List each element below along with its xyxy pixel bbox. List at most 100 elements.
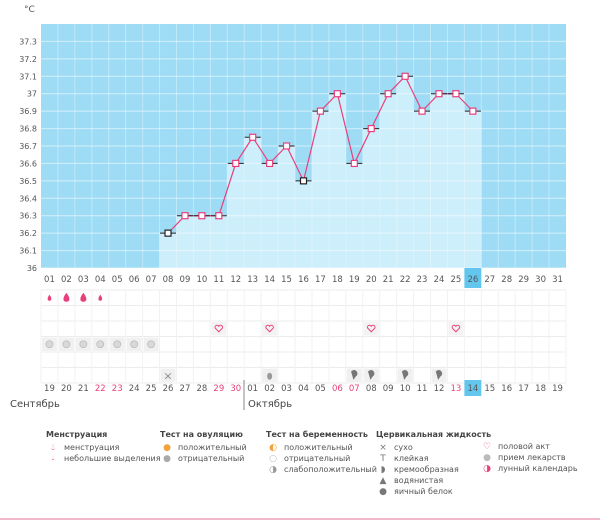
month-label-september: Сентябрь <box>10 399 60 410</box>
temperature-bar <box>464 111 482 269</box>
heart-icon <box>366 324 376 333</box>
temperature-point <box>198 212 206 220</box>
temperature-point <box>350 159 358 168</box>
x-tick-label: 06 <box>129 275 140 285</box>
temperature-point <box>181 212 189 220</box>
x-bottom-tick-label: 06 <box>332 384 343 394</box>
legend-label: сухо <box>394 443 413 452</box>
cell-bg <box>211 322 227 336</box>
cell-bg <box>160 368 176 382</box>
temperature-bar <box>311 111 329 269</box>
ovulation-negative-icon <box>130 340 139 349</box>
x-tick-label: 16 <box>298 275 309 285</box>
x-bottom-tick-label: 09 <box>383 384 394 394</box>
creamy-icon: ◗ <box>380 464 386 475</box>
y-tick-label: 36.3 <box>19 212 37 221</box>
x-tick-label: 07 <box>146 275 157 285</box>
x-tick-label: 10 <box>196 275 207 285</box>
y-tick-label: 36.9 <box>19 107 37 116</box>
x-tick-label: 24 <box>434 275 445 285</box>
heart-icon: ♡ <box>482 441 492 452</box>
x-bottom-tick-label: 30 <box>230 384 241 394</box>
x-tick-label: 29 <box>518 275 529 285</box>
legend-label: лунный календарь <box>498 464 578 473</box>
x-tick-label: 22 <box>400 275 411 285</box>
x-tick-label: 28 <box>501 275 512 285</box>
spotting-drop-icon <box>47 294 52 301</box>
temperature-point <box>266 159 274 168</box>
pregnancy-negative-icon: ○ <box>269 453 277 464</box>
today-highlight-top <box>464 268 482 288</box>
y-tick-label: 37.2 <box>19 55 37 64</box>
ovulation-negative-icon: ● <box>163 453 171 464</box>
temperature-point <box>452 90 460 98</box>
x-tick-label: 31 <box>552 275 563 285</box>
x-tick-label: 21 <box>383 275 394 285</box>
menstruation-drop-icon <box>80 292 87 302</box>
temperature-point <box>215 212 223 220</box>
x-bottom-tick-label: 10 <box>400 384 411 394</box>
legend-pregnancy: Тест на беременность ◐ положительный ○ отр… <box>266 430 377 475</box>
temperature-bar <box>295 180 312 268</box>
x-tick-label: 15 <box>281 275 292 285</box>
x-bottom-tick-label: 08 <box>366 384 377 394</box>
eggwhite-icon: ● <box>379 486 387 497</box>
y-tick-label: 36.5 <box>19 177 37 186</box>
legend-label: отрицательный <box>284 454 351 463</box>
spotting-drop-icon <box>98 294 103 301</box>
y-tick-label: 36 <box>27 264 37 273</box>
x-tick-label: 27 <box>484 275 495 285</box>
legend-title: Цервикальная жидкость <box>376 430 492 439</box>
temperature-point <box>249 133 257 141</box>
temperature-point <box>282 142 291 150</box>
x-bottom-tick-label: 16 <box>501 384 512 394</box>
x-tick-label: 23 <box>417 275 428 285</box>
x-bottom-tick-label: 22 <box>95 384 106 394</box>
x-bottom-tick-label: 15 <box>484 384 495 394</box>
temperature-point <box>367 124 375 133</box>
heart-icon <box>214 324 224 333</box>
x-tick-label: 01 <box>44 275 55 285</box>
x-bottom-tick-label: 18 <box>535 384 546 394</box>
x-tick-label: 17 <box>315 275 326 285</box>
drop-icon: 💧︎ <box>51 442 55 453</box>
legend-label: прием лекарств <box>498 453 566 462</box>
legend-label: положительный <box>178 443 247 452</box>
x-bottom-tick-label: 19 <box>552 384 563 394</box>
bbt-chart: °C 36 36.1 36.2 36.3 36.4 36.5 36.6 36.7 36.8 36.… <box>10 5 567 410</box>
x-tick-label: 26 <box>467 275 478 285</box>
legend-other: ♡ половой акт ● прием лекарств ◑ лунный кал… <box>480 441 578 474</box>
bottom-divider <box>0 518 600 520</box>
x-tick-label: 08 <box>163 275 174 285</box>
heart-icon <box>451 324 461 333</box>
y-tick-label: 36.7 <box>19 142 37 151</box>
temperature-bar <box>413 111 431 269</box>
sticky-icon: Τ <box>380 453 386 464</box>
y-tick-label: 36.8 <box>19 125 37 134</box>
legend-label: небольшие выделения <box>64 454 161 463</box>
x-tick-label: 02 <box>61 275 72 285</box>
x-tick-label: 13 <box>247 275 258 285</box>
temperature-point <box>384 90 392 98</box>
x-bottom-tick-label: 26 <box>163 384 174 394</box>
x-bottom-tick-label: 13 <box>451 384 462 394</box>
cell-bg <box>448 322 464 336</box>
x-bottom-tick-label: 11 <box>417 384 428 394</box>
x-tick-label: 20 <box>366 275 377 285</box>
x-bottom-tick-label: 29 <box>213 384 224 394</box>
ovulation-positive-icon: ● <box>163 442 171 453</box>
x-bottom-tick-label: 24 <box>129 384 140 394</box>
x-tick-label: 19 <box>349 275 360 285</box>
x-bottom-tick-label: 05 <box>315 384 326 394</box>
x-bottom-tick-label: 25 <box>146 384 157 394</box>
temperature-bar <box>176 215 194 268</box>
x-bottom-tick-label: 21 <box>78 384 89 394</box>
y-tick-label: 36.2 <box>19 229 37 238</box>
x-bottom-tick-label: 23 <box>112 384 123 394</box>
x-bottom-tick-label: 02 <box>264 384 275 394</box>
creamy-icon <box>435 370 443 380</box>
x-tick-label: 04 <box>95 275 106 285</box>
x-bottom-tick-label: 01 <box>247 384 258 394</box>
y-unit-label: °C <box>24 5 35 15</box>
menstruation-drop-icon <box>63 292 70 302</box>
